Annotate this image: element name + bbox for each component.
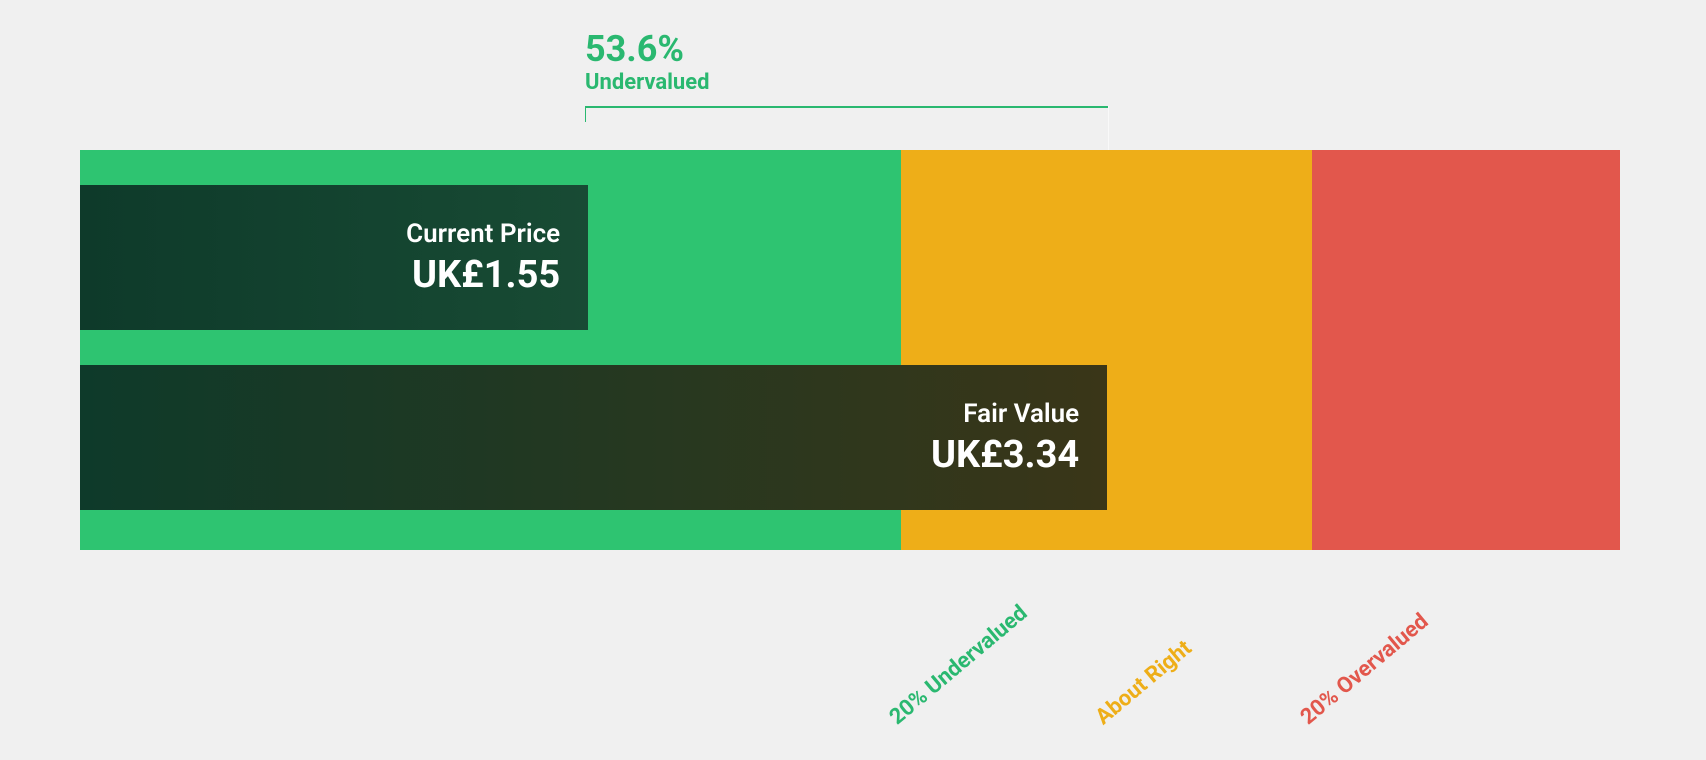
valuation-header: 53.6% Undervalued xyxy=(585,28,710,95)
current-price-label: Current Price xyxy=(406,219,560,249)
fair-value-label: Fair Value xyxy=(963,399,1079,429)
current-price-bar: Current Price UK£1.55 xyxy=(80,185,588,330)
axis-label-about-right: About Right xyxy=(1091,636,1197,730)
valuation-range-line xyxy=(585,106,1108,108)
axis-label-undervalued: 20% Undervalued xyxy=(885,601,1032,730)
valuation-range-tick-right xyxy=(1108,106,1109,150)
fair-value-bar: Fair Value UK£3.34 xyxy=(80,365,1107,510)
axis-label-overvalued: 20% Overvalued xyxy=(1296,609,1433,730)
valuation-status: Undervalued xyxy=(585,70,710,95)
current-price-value: UK£1.55 xyxy=(412,253,560,297)
overvalued-band xyxy=(1312,150,1620,550)
valuation-percent: 53.6% xyxy=(585,28,710,70)
valuation-range-tick-left xyxy=(585,106,586,122)
valuation-chart: Current Price UK£1.55 Fair Value UK£3.34… xyxy=(80,150,1620,550)
fair-value-value: UK£3.34 xyxy=(931,433,1079,477)
